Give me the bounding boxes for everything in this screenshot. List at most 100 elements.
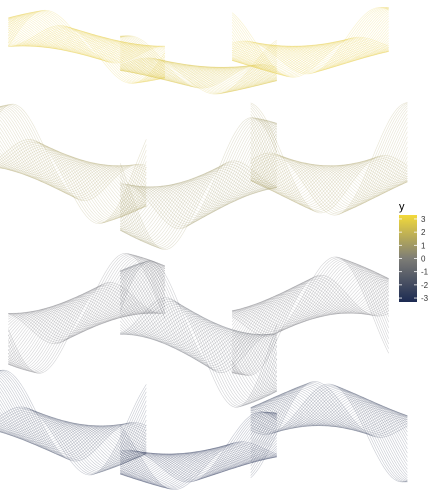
ribbon-line: [0, 374, 147, 456]
ribbon-11: [250, 381, 408, 483]
ribbon-line: [250, 151, 408, 197]
ribbon-line: [119, 425, 277, 490]
ribbon-line: [231, 7, 389, 73]
ribbon-line: [250, 382, 408, 476]
ribbon-line: [120, 416, 277, 474]
ribbon-line: [231, 28, 389, 74]
ribbon-line: [8, 29, 165, 80]
ribbon-line: [119, 448, 278, 483]
ribbon-5: [250, 102, 408, 216]
ribbon-line: [250, 392, 408, 473]
legend-ticks: 3 2 1 0 -1 -2 -3: [399, 215, 429, 303]
ribbon-line: [250, 388, 408, 480]
ribbon-line: [120, 117, 278, 227]
ribbon-line: [119, 120, 277, 219]
ribbon-line: [0, 369, 147, 461]
ribbon-line: [250, 390, 408, 445]
ribbon-line: [0, 395, 147, 453]
ribbon-line: [250, 156, 408, 198]
ribbon-line: [119, 441, 277, 487]
ribbon-line: [8, 12, 166, 59]
ribbon-line: [120, 411, 278, 483]
legend-tick-label: 2: [421, 228, 426, 237]
ribbon-line: [0, 105, 147, 196]
ribbon-line: [120, 307, 278, 403]
ribbon-line: [119, 428, 277, 490]
ribbon-line: [250, 136, 408, 202]
ribbon-line: [8, 262, 166, 340]
ribbon-line: [231, 32, 389, 65]
ribbon-line: [231, 37, 389, 72]
ribbon-line: [250, 122, 408, 205]
ribbon-line: [119, 164, 278, 239]
ribbon-line: [119, 260, 277, 373]
ribbon-line: [232, 13, 389, 68]
ribbon-1: [120, 35, 278, 95]
ribbon-line: [120, 51, 277, 84]
ribbon-line: [0, 142, 147, 223]
ribbon-line: [120, 411, 277, 480]
ribbon-line: [8, 260, 166, 333]
ribbon-line: [250, 398, 408, 437]
ribbon-line: [8, 13, 166, 57]
ribbon-line: [119, 159, 278, 238]
ribbon-line: [231, 35, 389, 66]
ribbon-line: [120, 412, 277, 480]
ribbon-line: [120, 47, 277, 83]
ribbon-line: [231, 275, 389, 351]
ribbon-line: [250, 107, 408, 210]
ribbon-line: [0, 407, 147, 457]
ribbon-10: [119, 411, 278, 490]
ribbon-line: [0, 110, 147, 191]
color-legend: y 3 2 1 0 -1 -2 -3: [399, 201, 429, 303]
ribbon-line: [0, 152, 147, 216]
ribbon-line: [250, 161, 408, 195]
ribbon-line: [120, 412, 277, 479]
ribbon-line: [119, 434, 277, 489]
ribbon-line: [120, 302, 278, 406]
ribbon-line: [250, 126, 408, 204]
ribbon-line: [232, 259, 389, 339]
ribbon-line: [119, 448, 277, 484]
legend-tick-label: -1: [421, 268, 429, 277]
ribbon-line: [0, 153, 147, 215]
ribbon-line: [232, 15, 389, 67]
ribbon-line: [120, 64, 278, 89]
ribbon-line: [231, 264, 389, 325]
ribbon-line: [0, 399, 147, 455]
ribbon-line: [119, 264, 278, 363]
ribbon-line: [8, 11, 166, 60]
ribbon-line: [120, 42, 277, 82]
ribbon-line: [231, 274, 389, 347]
ribbon-line: [8, 10, 165, 63]
ribbon-line: [120, 274, 277, 385]
ribbon-line: [250, 384, 408, 470]
ribbon-line: [231, 16, 389, 77]
ribbon-6: [8, 252, 166, 374]
ribbon-line: [120, 35, 277, 89]
ribbon-line: [120, 49, 278, 92]
ribbon-line: [250, 141, 408, 202]
ribbon-line: [250, 110, 408, 209]
ribbon-line: [0, 123, 147, 202]
ribbon-line: [8, 21, 165, 77]
ribbon-line: [250, 397, 408, 433]
legend-tick-label: -3: [421, 294, 429, 303]
ribbon-line: [8, 16, 166, 68]
ribbon-line: [120, 118, 278, 224]
ribbon-line: [231, 283, 389, 369]
ribbon-line: [119, 298, 277, 395]
ribbon-line: [8, 290, 166, 370]
ribbon-line: [8, 263, 166, 344]
ribbon-line: [120, 58, 277, 86]
ribbon-line: [250, 118, 408, 207]
ribbon-line: [120, 425, 278, 476]
ribbon-line: [0, 422, 147, 462]
ribbon-line: [0, 143, 147, 222]
ribbon-line: [232, 7, 389, 75]
ribbon-line: [0, 387, 147, 451]
ribbon-line: [232, 9, 389, 69]
ribbon-line: [231, 29, 389, 65]
ribbon-line: [231, 12, 389, 78]
ribbon-line: [231, 271, 389, 338]
